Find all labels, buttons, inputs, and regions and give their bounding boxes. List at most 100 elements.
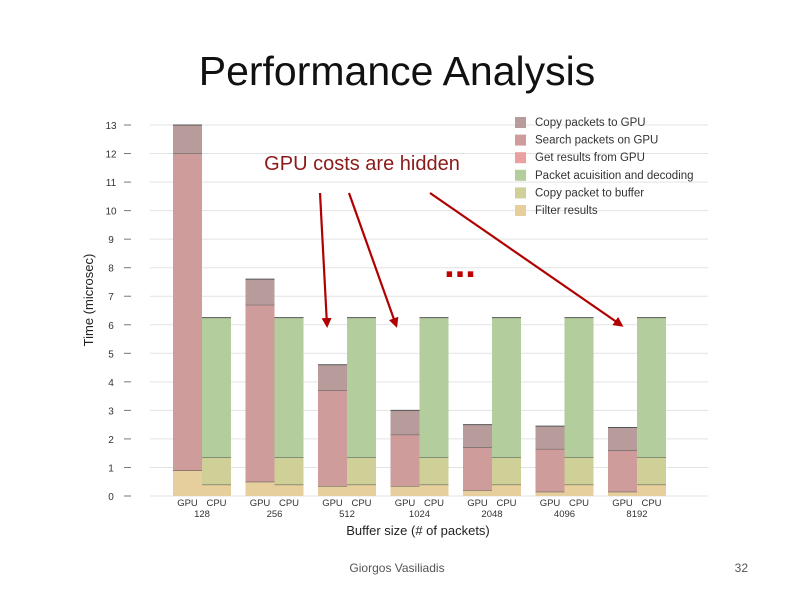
- y-tick-label: 3: [108, 406, 114, 417]
- bar-segment: [202, 457, 231, 485]
- bar-label: CPU: [569, 498, 589, 509]
- annotation-arrow: [347, 192, 399, 328]
- legend-label: Copy packet to buffer: [535, 187, 644, 199]
- bar-segment: [564, 484, 594, 496]
- bar-segment: [492, 457, 521, 485]
- slide-title: Performance Analysis: [198, 48, 596, 94]
- bar-segment: [608, 427, 637, 451]
- legend-swatch: [515, 152, 526, 164]
- bars-layer: [173, 124, 666, 496]
- footer-author: Giorgos Vasiliadis: [349, 561, 445, 575]
- legend-swatch: [515, 117, 526, 128]
- y-tick-label: 2: [108, 435, 114, 446]
- y-tick-label: 13: [105, 121, 117, 132]
- bar-segment: [173, 153, 202, 471]
- bar-segment: [463, 424, 492, 448]
- legend-label: Copy packets to GPU: [535, 117, 646, 129]
- bar-segment: [535, 491, 565, 496]
- bar-segment: [419, 457, 449, 485]
- legend-label: Filter results: [535, 205, 598, 217]
- y-tick-label: 0: [108, 492, 114, 503]
- bar-label: CPU: [206, 498, 226, 509]
- bar-segment: [463, 490, 492, 496]
- y-tick-label: 1: [108, 463, 114, 474]
- bar-segment: [173, 470, 202, 496]
- group-label: 4096: [554, 509, 575, 520]
- bar-segment: [318, 486, 347, 496]
- y-tick-label: 8: [108, 264, 114, 275]
- bar-segment: [318, 364, 347, 391]
- bar-segment: [390, 486, 420, 496]
- bar-segment: [637, 317, 666, 458]
- bar-segment: [492, 484, 521, 496]
- bar-segment: [245, 279, 275, 305]
- bar-label: GPU: [612, 498, 633, 509]
- group-label: 8192: [626, 509, 647, 520]
- group-label: 2048: [481, 509, 502, 520]
- y-tick-label: 7: [108, 292, 114, 303]
- annotation-arrow: [318, 192, 332, 328]
- bar-segment: [202, 317, 231, 458]
- bar-segment: [564, 317, 594, 458]
- legend-label: Get results from GPU: [535, 152, 645, 164]
- annotation-gpu-costs-hidden: GPU costs are hidden: [264, 153, 460, 175]
- bar-label: CPU: [496, 498, 516, 509]
- bar-label: CPU: [351, 498, 371, 509]
- bar-segment: [637, 457, 666, 485]
- annotation-ellipsis: ...: [444, 244, 476, 286]
- bar-segment: [274, 484, 304, 496]
- bar-segment: [463, 447, 492, 491]
- bar-segment: [535, 426, 565, 449]
- legend-label: Packet acuisition and decoding: [535, 170, 694, 182]
- bar-label: GPU: [322, 498, 343, 509]
- y-tick-label: 5: [108, 349, 114, 360]
- bar-segment: [390, 410, 420, 435]
- y-tick-label: 4: [108, 378, 114, 389]
- bar-segment: [492, 317, 521, 458]
- y-tick-label: 11: [106, 178, 117, 189]
- bar-segment: [274, 317, 304, 458]
- bar-label: CPU: [424, 498, 444, 509]
- bar-label: GPU: [250, 498, 271, 509]
- bar-label: GPU: [177, 498, 198, 509]
- group-label: 1024: [409, 509, 430, 520]
- group-label: 256: [267, 509, 283, 520]
- legend-swatch: [515, 169, 526, 181]
- bar-segment: [347, 484, 376, 496]
- legend: Copy packets to GPU Search packets on GPU…: [515, 117, 694, 217]
- bar-segment: [173, 125, 202, 154]
- group-label: 512: [339, 509, 355, 520]
- annotation-arrow: [429, 192, 624, 327]
- bar-label: CPU: [641, 498, 661, 509]
- bar-segment: [637, 484, 666, 496]
- bar-segment: [419, 484, 449, 496]
- bar-segment: [245, 481, 275, 496]
- bar-segment: [535, 448, 565, 492]
- bar-segment: [564, 457, 594, 485]
- y-tick-label: 12: [105, 150, 117, 161]
- y-tick-label: 9: [108, 235, 114, 246]
- legend-label: Search packets on GPU: [535, 135, 658, 147]
- bar-segment: [347, 457, 376, 485]
- bar-segment: [419, 317, 449, 458]
- bar-label: GPU: [395, 498, 416, 509]
- y-axis-title: Time (microsec): [81, 254, 96, 347]
- y-tick-label: 6: [108, 321, 114, 332]
- group-label: 128: [194, 509, 210, 520]
- bar-segment: [202, 484, 231, 496]
- bar-segment: [318, 390, 347, 487]
- bar-segment: [608, 450, 637, 492]
- bar-label: GPU: [540, 498, 561, 509]
- y-tick-label: 10: [105, 207, 117, 218]
- bar-segment: [245, 304, 275, 482]
- legend-swatch: [515, 187, 526, 199]
- bar-segment: [390, 434, 420, 487]
- bar-segment: [347, 317, 376, 458]
- legend-swatch: [515, 134, 526, 146]
- legend-swatch: [515, 205, 526, 216]
- bar-segment: [274, 457, 304, 485]
- page-number: 32: [734, 561, 748, 575]
- bar-segment: [608, 491, 637, 496]
